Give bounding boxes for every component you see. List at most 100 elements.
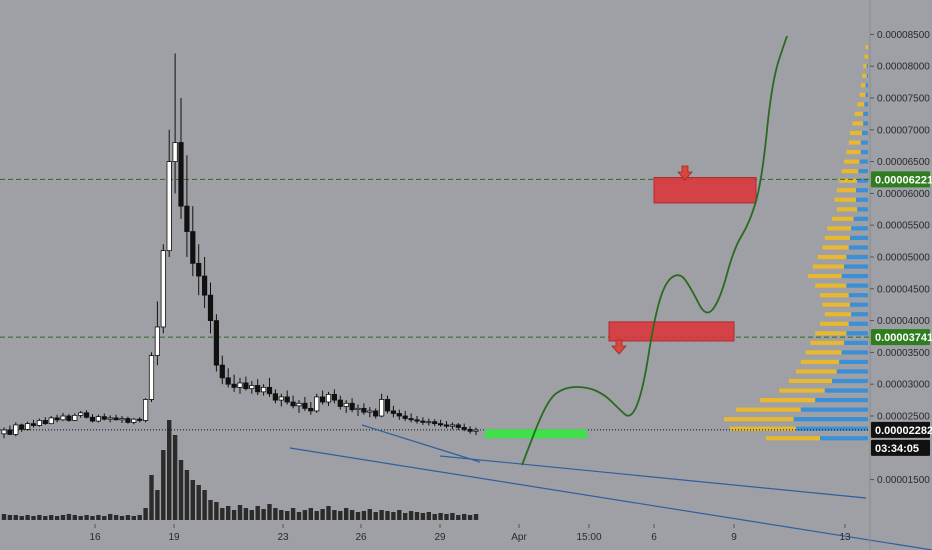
candle-body [66, 415, 72, 421]
candle-body [384, 399, 391, 412]
candle-body [119, 418, 125, 421]
candle-body [30, 423, 37, 426]
volume-bar [108, 514, 113, 520]
profile-bar-down [865, 92, 868, 97]
profile-bar-down [858, 169, 868, 174]
volume-bar [178, 460, 184, 520]
profile-bar-down [850, 302, 868, 307]
volume-bar [391, 512, 396, 520]
profile-bar-down [793, 417, 868, 422]
profile-bar-up [836, 188, 856, 193]
profile-bar-up [724, 417, 794, 422]
candle-body [24, 423, 31, 430]
volume-bar [349, 510, 355, 520]
y-tick-label: 0.00005000 [877, 253, 930, 264]
volume-bar [379, 510, 384, 520]
profile-bar-down [846, 254, 868, 260]
volume-bar [184, 470, 190, 520]
profile-bar-down [863, 121, 868, 126]
volume-bar [54, 516, 60, 520]
candles [1, 53, 479, 439]
volume-bar [332, 510, 337, 520]
candle-body [137, 418, 143, 421]
candle-body [272, 393, 279, 401]
profile-bar-up [824, 312, 852, 317]
sell-zone-upper [653, 177, 757, 204]
candle-body [78, 412, 84, 416]
candle-body [213, 320, 219, 366]
candle-body [290, 401, 296, 407]
candle-body [190, 231, 196, 264]
x-tick-label: 26 [355, 532, 367, 543]
volume-bar [214, 502, 219, 520]
price-labels: 0.00006221 0.00003741 0.00002282 03:34:05 [871, 171, 932, 456]
candle-body [48, 417, 54, 425]
candle-body [443, 424, 450, 427]
x-tick-label: 15:00 [576, 532, 601, 543]
lower-trendline [289, 447, 932, 550]
candle-body [414, 419, 420, 422]
candle-body [355, 407, 361, 411]
profile-bar-down [853, 216, 868, 221]
candle-body [437, 423, 444, 426]
candle-body [449, 424, 456, 427]
profile-bar-down [800, 407, 868, 412]
candle-body [467, 428, 473, 432]
candle-body [13, 424, 19, 435]
x-tick-label: 13 [839, 532, 851, 543]
candle-body [349, 402, 355, 411]
volume-bar [37, 515, 42, 520]
volume-bar [290, 508, 296, 520]
candle-body [266, 386, 273, 395]
volume-bar [285, 511, 290, 520]
profile-bar-down [857, 178, 868, 183]
volume-bar [31, 516, 36, 520]
volume-bar [456, 515, 461, 520]
volume-profile [724, 45, 868, 441]
profile-bar-up [857, 102, 865, 107]
volume-bar [72, 515, 77, 520]
candle-body [160, 250, 166, 328]
volume-bar [420, 513, 426, 520]
volume-bar [208, 500, 213, 520]
volume-bar [273, 508, 278, 520]
x-tick-label: 6 [651, 532, 657, 543]
volume-bar [314, 511, 319, 520]
profile-bar-up [865, 45, 868, 50]
zones [485, 177, 757, 439]
candle-body [54, 417, 60, 421]
sell-zone-lower [608, 321, 735, 342]
candle-body [231, 383, 237, 388]
x-tick-label: 23 [277, 532, 289, 543]
candle-body [142, 399, 149, 421]
candle-body [89, 416, 96, 422]
volume-bar [149, 475, 154, 520]
volume-bar [119, 516, 125, 520]
candle-body [154, 326, 160, 356]
y-tick-label: 0.00002500 [877, 412, 930, 423]
volume-bar [438, 513, 443, 520]
candle-body [178, 142, 184, 207]
profile-bar-down [862, 130, 868, 136]
volume-bar [403, 513, 408, 520]
profile-bar-up [808, 273, 842, 279]
volume-bar [432, 514, 437, 520]
candle-body [432, 421, 438, 425]
volume-bar [1, 514, 7, 520]
profile-bar-up [859, 92, 866, 97]
x-tick-label: 19 [168, 532, 180, 543]
candle-body [237, 382, 243, 388]
candle-body [284, 396, 290, 403]
x-tick-label: 29 [434, 532, 446, 543]
volume-bar [113, 515, 119, 520]
profile-bar-up [779, 388, 825, 393]
candle-body [461, 427, 467, 430]
candle-body [402, 415, 408, 419]
volume-bar [249, 510, 254, 520]
volume-bar [344, 508, 349, 520]
volume-bar [373, 512, 378, 520]
profile-bar-up [863, 64, 867, 69]
volume-bar [125, 515, 131, 520]
profile-bar-up [810, 340, 844, 345]
